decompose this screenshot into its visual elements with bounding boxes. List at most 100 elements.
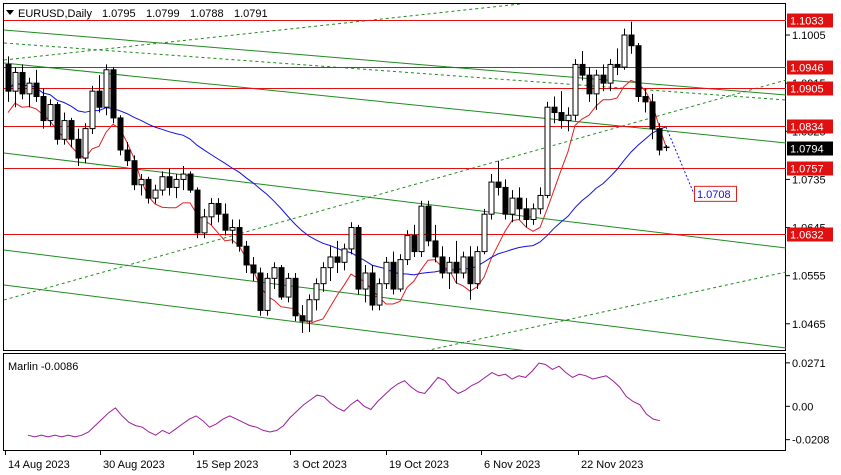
candle bbox=[474, 246, 481, 290]
candle bbox=[467, 246, 474, 300]
candle-body bbox=[642, 96, 649, 103]
candle-body bbox=[75, 138, 82, 159]
candle bbox=[481, 208, 488, 255]
candle bbox=[334, 240, 341, 273]
candle-body bbox=[33, 82, 40, 98]
candle-body bbox=[544, 106, 551, 196]
candle bbox=[614, 48, 621, 76]
candle-body bbox=[110, 69, 117, 119]
candle-body bbox=[446, 261, 453, 274]
candle-body bbox=[565, 114, 572, 122]
level-label: 1.1033 bbox=[790, 16, 824, 28]
candle-body bbox=[215, 202, 222, 215]
candle bbox=[26, 77, 33, 108]
candle-body bbox=[278, 267, 285, 298]
candle bbox=[236, 219, 243, 252]
level-label: 1.0946 bbox=[790, 63, 824, 75]
time-tick-label: 15 Sep 2023 bbox=[196, 459, 258, 471]
candle-body bbox=[187, 173, 194, 191]
candle bbox=[250, 256, 257, 282]
current-price-label: 1.0794 bbox=[790, 144, 824, 156]
candle-body bbox=[362, 272, 369, 290]
candle bbox=[33, 69, 40, 102]
candle bbox=[229, 219, 236, 244]
candle-body bbox=[264, 277, 271, 311]
candle-body bbox=[600, 74, 607, 84]
candle-body bbox=[194, 189, 201, 234]
candle bbox=[558, 91, 565, 129]
candle-body bbox=[145, 178, 152, 199]
candle bbox=[495, 160, 502, 196]
candle bbox=[5, 56, 12, 102]
candle bbox=[173, 174, 180, 199]
candle bbox=[285, 272, 292, 303]
candle bbox=[187, 171, 194, 193]
candle bbox=[110, 67, 117, 124]
candle bbox=[341, 243, 348, 271]
candle bbox=[19, 64, 26, 100]
candle bbox=[12, 67, 19, 108]
candle-body bbox=[390, 261, 397, 290]
level-label-box bbox=[787, 161, 833, 176]
candle bbox=[593, 69, 600, 110]
candle-body bbox=[47, 104, 54, 122]
candle bbox=[509, 190, 516, 223]
candle-body bbox=[383, 261, 390, 285]
candle bbox=[404, 230, 411, 265]
price-axis: 1.10051.09151.08251.07351.06451.05551.04… bbox=[786, 30, 826, 331]
candle-body bbox=[68, 120, 75, 140]
candle-body bbox=[404, 235, 411, 261]
candle-body bbox=[82, 128, 89, 159]
candle-body bbox=[40, 96, 47, 122]
dropdown-triangle-icon[interactable] bbox=[6, 10, 14, 15]
time-tick-label: 14 Aug 2023 bbox=[8, 459, 70, 471]
candle-body bbox=[292, 277, 299, 317]
candle bbox=[47, 99, 54, 126]
candle bbox=[425, 200, 432, 247]
level-labels: 1.1033 1.0946 1.0905 1.0834 1.0757 1.0632 1.07… bbox=[787, 13, 833, 242]
level-label: 1.0757 bbox=[790, 164, 824, 176]
candle bbox=[292, 272, 299, 322]
candle-body bbox=[138, 178, 145, 186]
ohlc-high: 1.0799 bbox=[146, 8, 180, 20]
candle bbox=[383, 256, 390, 290]
candle-body bbox=[103, 69, 110, 108]
channel-dash-upper bbox=[4, 42, 786, 101]
candle-body bbox=[453, 261, 460, 274]
candle-body bbox=[285, 277, 292, 298]
candle-body bbox=[488, 181, 495, 215]
candle-body bbox=[19, 71, 26, 95]
candle-body bbox=[173, 178, 180, 188]
candle-body bbox=[614, 63, 621, 68]
candle-body bbox=[502, 186, 509, 215]
ohlc-close: 1.0791 bbox=[234, 8, 268, 20]
candle bbox=[313, 278, 320, 311]
indicator-tick-label: -0.0208 bbox=[792, 435, 829, 447]
ma-value-label: 1.0708 bbox=[697, 189, 731, 201]
candle-body bbox=[299, 315, 306, 322]
candle bbox=[551, 96, 558, 124]
level-label: 1.0834 bbox=[790, 122, 824, 134]
candle bbox=[327, 246, 334, 282]
candle bbox=[600, 64, 607, 92]
candle-body bbox=[628, 34, 635, 47]
candle bbox=[586, 67, 593, 102]
candle bbox=[565, 107, 572, 132]
candle bbox=[299, 305, 306, 333]
candle bbox=[572, 59, 579, 121]
candle-body bbox=[572, 63, 579, 116]
candle-body bbox=[558, 112, 565, 122]
candle bbox=[208, 198, 215, 225]
candle-body bbox=[411, 235, 418, 253]
channel-line-upper-mid bbox=[4, 62, 786, 144]
candle bbox=[75, 128, 82, 167]
candle-body bbox=[166, 176, 173, 188]
candle bbox=[530, 203, 537, 225]
candle bbox=[152, 184, 159, 204]
candle bbox=[579, 51, 586, 81]
candle-body bbox=[460, 256, 467, 274]
price-tick-label: 1.0735 bbox=[792, 174, 826, 186]
level-label-box bbox=[787, 60, 833, 75]
candle bbox=[649, 93, 656, 140]
